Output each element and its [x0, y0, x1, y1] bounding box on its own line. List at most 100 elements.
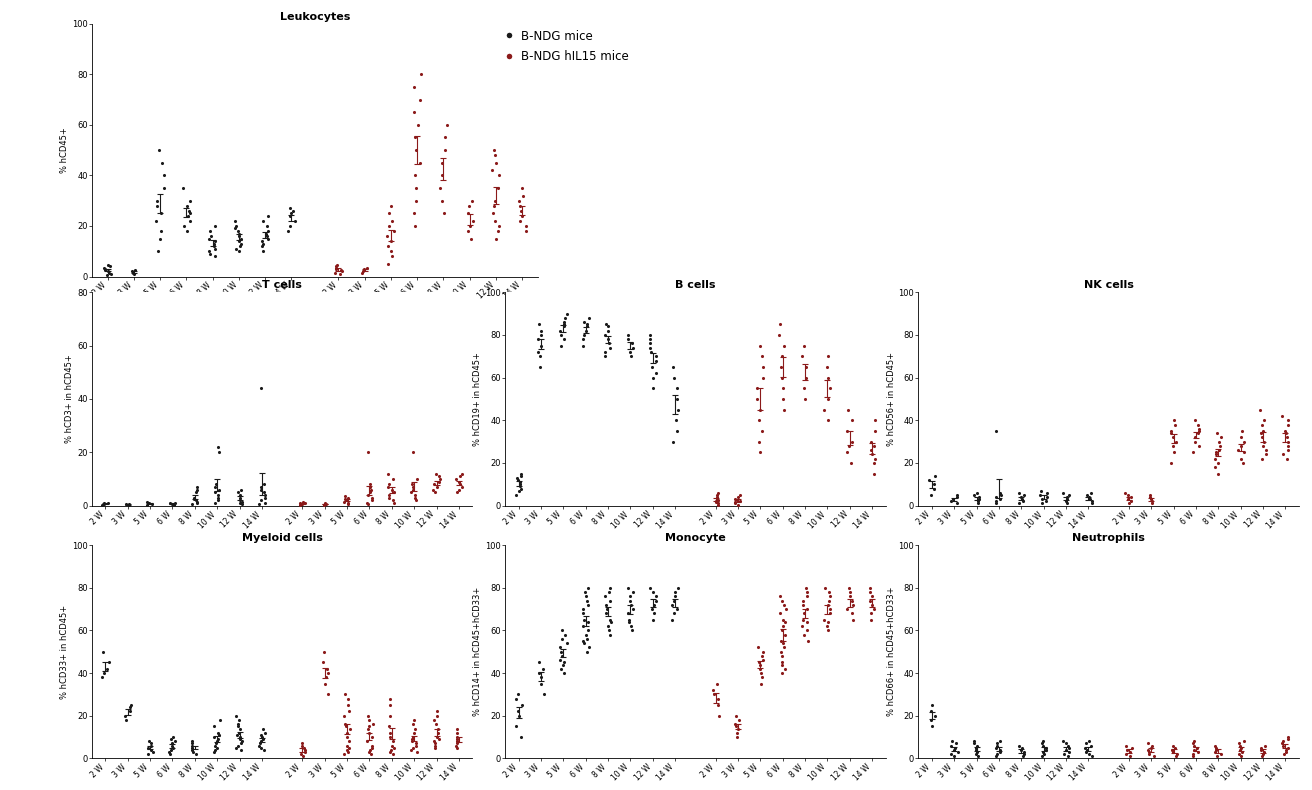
Point — [337, 731, 358, 743]
Point — [552, 649, 573, 662]
Point — [1252, 453, 1273, 465]
Point — [862, 590, 883, 603]
Point — [837, 446, 858, 458]
Point — [987, 737, 1008, 750]
Point — [429, 470, 450, 483]
Point — [863, 439, 884, 452]
Point — [1250, 743, 1271, 756]
Title: Monocyte: Monocyte — [665, 533, 726, 543]
Point — [426, 731, 447, 743]
Point — [161, 731, 182, 743]
Point — [550, 329, 571, 341]
Point — [1057, 746, 1078, 758]
Point — [795, 360, 816, 374]
Point — [945, 741, 966, 754]
Point — [1141, 497, 1162, 510]
Point — [646, 594, 666, 607]
Point — [775, 615, 796, 628]
Point — [643, 371, 664, 384]
Point — [1208, 468, 1229, 480]
Point — [1055, 495, 1076, 508]
Point — [575, 585, 596, 598]
Point — [257, 220, 278, 232]
Point — [727, 727, 748, 739]
Point — [251, 483, 272, 496]
Point — [1120, 491, 1141, 503]
Point — [405, 144, 426, 156]
Point — [753, 645, 774, 658]
Point — [353, 264, 374, 276]
Point — [384, 486, 405, 498]
Point — [773, 393, 794, 405]
Point — [1185, 431, 1206, 444]
Point — [178, 209, 199, 222]
Point — [93, 497, 114, 510]
Point — [209, 713, 230, 726]
Point — [792, 620, 813, 633]
Point — [664, 590, 685, 603]
Point — [531, 340, 552, 352]
Point — [401, 486, 422, 498]
Title: T cells: T cells — [262, 280, 302, 290]
Point — [771, 645, 792, 658]
Point — [838, 439, 859, 452]
Point — [727, 731, 748, 743]
Point — [336, 720, 357, 733]
Point — [1139, 748, 1160, 761]
Point — [577, 624, 598, 637]
Point — [1274, 425, 1295, 438]
Point — [639, 341, 660, 354]
Point — [550, 654, 571, 667]
Point — [182, 737, 203, 750]
Point — [1140, 488, 1161, 502]
Point — [771, 624, 792, 637]
Point — [252, 731, 273, 743]
Point — [401, 480, 422, 493]
Point — [946, 737, 967, 750]
Point — [205, 743, 226, 756]
Point — [143, 746, 164, 758]
Point — [185, 748, 206, 761]
Title: NK cells: NK cells — [1084, 280, 1134, 290]
Point — [231, 237, 252, 250]
Point — [446, 472, 467, 485]
Point — [1253, 414, 1274, 427]
Point — [383, 497, 404, 510]
Point — [1162, 439, 1183, 452]
Point — [230, 722, 251, 735]
Point — [151, 207, 172, 220]
Point — [198, 232, 219, 245]
Point — [1229, 743, 1250, 756]
Point — [1182, 446, 1203, 458]
Point — [600, 613, 621, 626]
Point — [554, 320, 575, 333]
Point — [1231, 425, 1252, 438]
Point — [663, 360, 684, 374]
Point — [1186, 741, 1207, 754]
Title: Myeloid cells: Myeloid cells — [241, 533, 323, 543]
Point — [1013, 750, 1034, 762]
Point — [1052, 735, 1073, 747]
Point — [231, 495, 252, 508]
Point — [795, 371, 816, 384]
Point — [450, 478, 471, 491]
Point — [863, 603, 884, 615]
Point — [293, 496, 314, 509]
Point — [1052, 487, 1073, 499]
Point — [231, 232, 252, 245]
Point — [1080, 487, 1101, 499]
Point — [1275, 427, 1296, 439]
Point — [865, 414, 886, 427]
Point — [705, 495, 726, 508]
Point — [1278, 418, 1299, 431]
Point — [209, 491, 230, 504]
Point — [424, 735, 445, 747]
Point — [1143, 750, 1164, 762]
Point — [1189, 423, 1210, 435]
Point — [985, 425, 1006, 438]
Point — [817, 371, 838, 384]
Point — [228, 245, 249, 258]
Point — [119, 701, 140, 713]
Point — [252, 245, 273, 258]
Point — [257, 230, 278, 243]
